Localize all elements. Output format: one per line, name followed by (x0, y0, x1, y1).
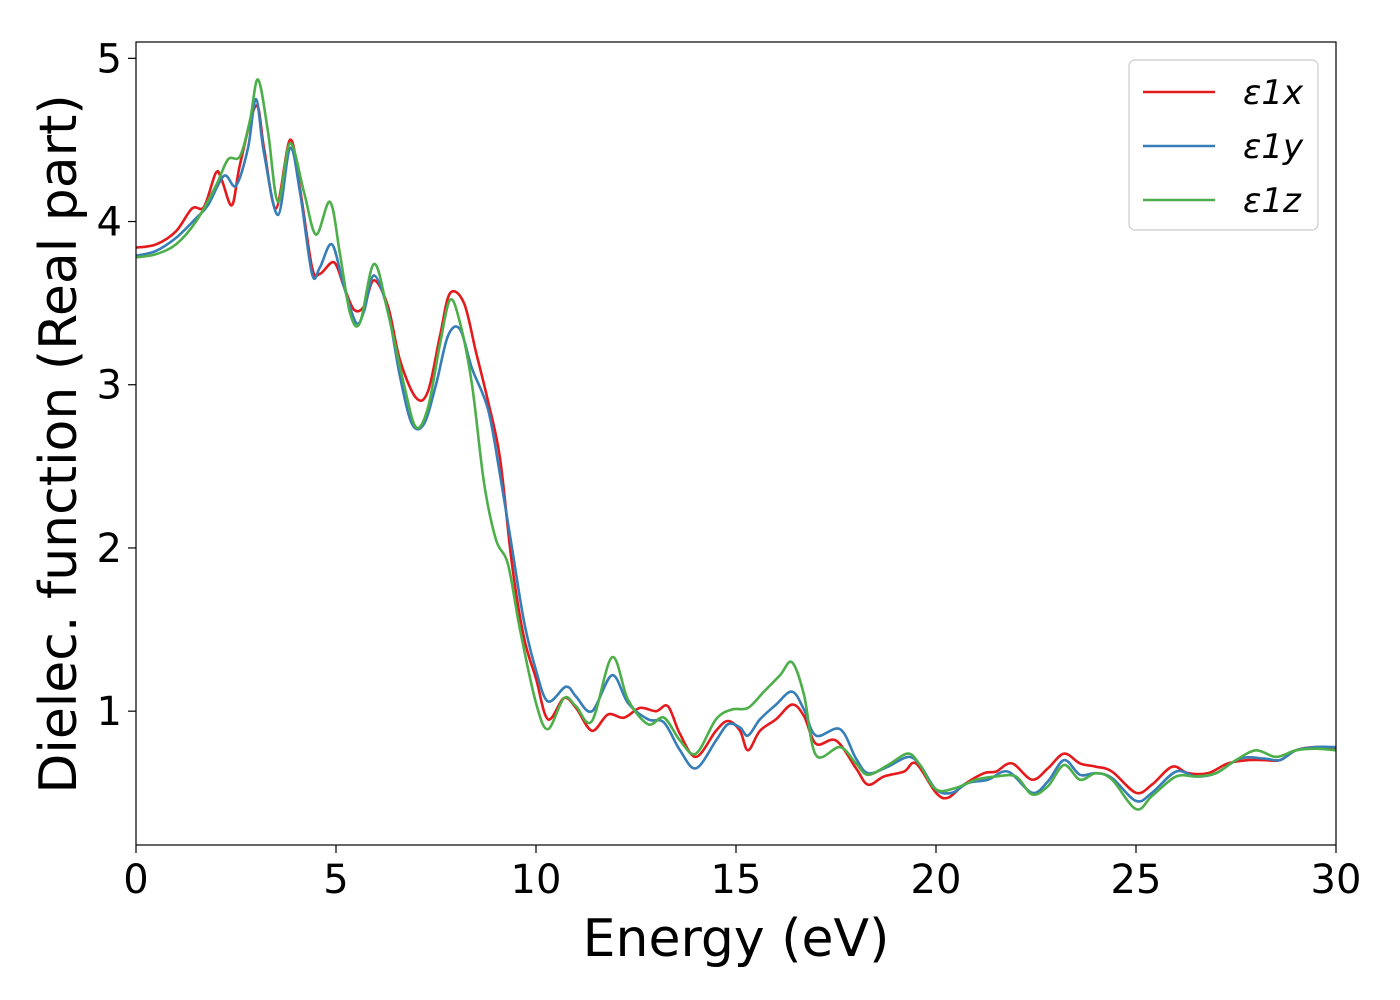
x-axis-label: Energy (eV) (583, 909, 890, 969)
legend-label-2: ε1y (1243, 127, 1304, 167)
series-line-3 (136, 78, 1336, 811)
x-tick-label: 10 (511, 857, 562, 903)
x-axis-ticks: 0 5 10 15 20 25 30 (123, 845, 1361, 903)
series-lines (136, 78, 1336, 811)
x-tick-label: 5 (323, 857, 348, 903)
legend-label-1: ε1x (1243, 73, 1304, 113)
x-tick-label: 15 (711, 857, 762, 903)
y-axis-ticks: 1 2 3 4 5 (97, 36, 136, 735)
x-tick-label: 30 (1311, 857, 1362, 903)
legend-box (1128, 59, 1319, 231)
y-tick-label: 4 (97, 200, 122, 246)
y-tick-label: 5 (97, 36, 122, 82)
legend: ε1x ε1y ε1z (1128, 59, 1319, 231)
y-tick-label: 1 (97, 689, 122, 735)
y-axis-label: Dielec. function (Real part) (29, 94, 89, 793)
x-tick-label: 0 (123, 857, 148, 903)
x-tick-label: 25 (1111, 857, 1162, 903)
series-line-2 (136, 97, 1336, 803)
legend-label-3: ε1z (1243, 181, 1302, 221)
y-tick-label: 2 (97, 526, 122, 572)
x-tick-label: 20 (911, 857, 962, 903)
y-tick-label: 3 (97, 363, 122, 409)
